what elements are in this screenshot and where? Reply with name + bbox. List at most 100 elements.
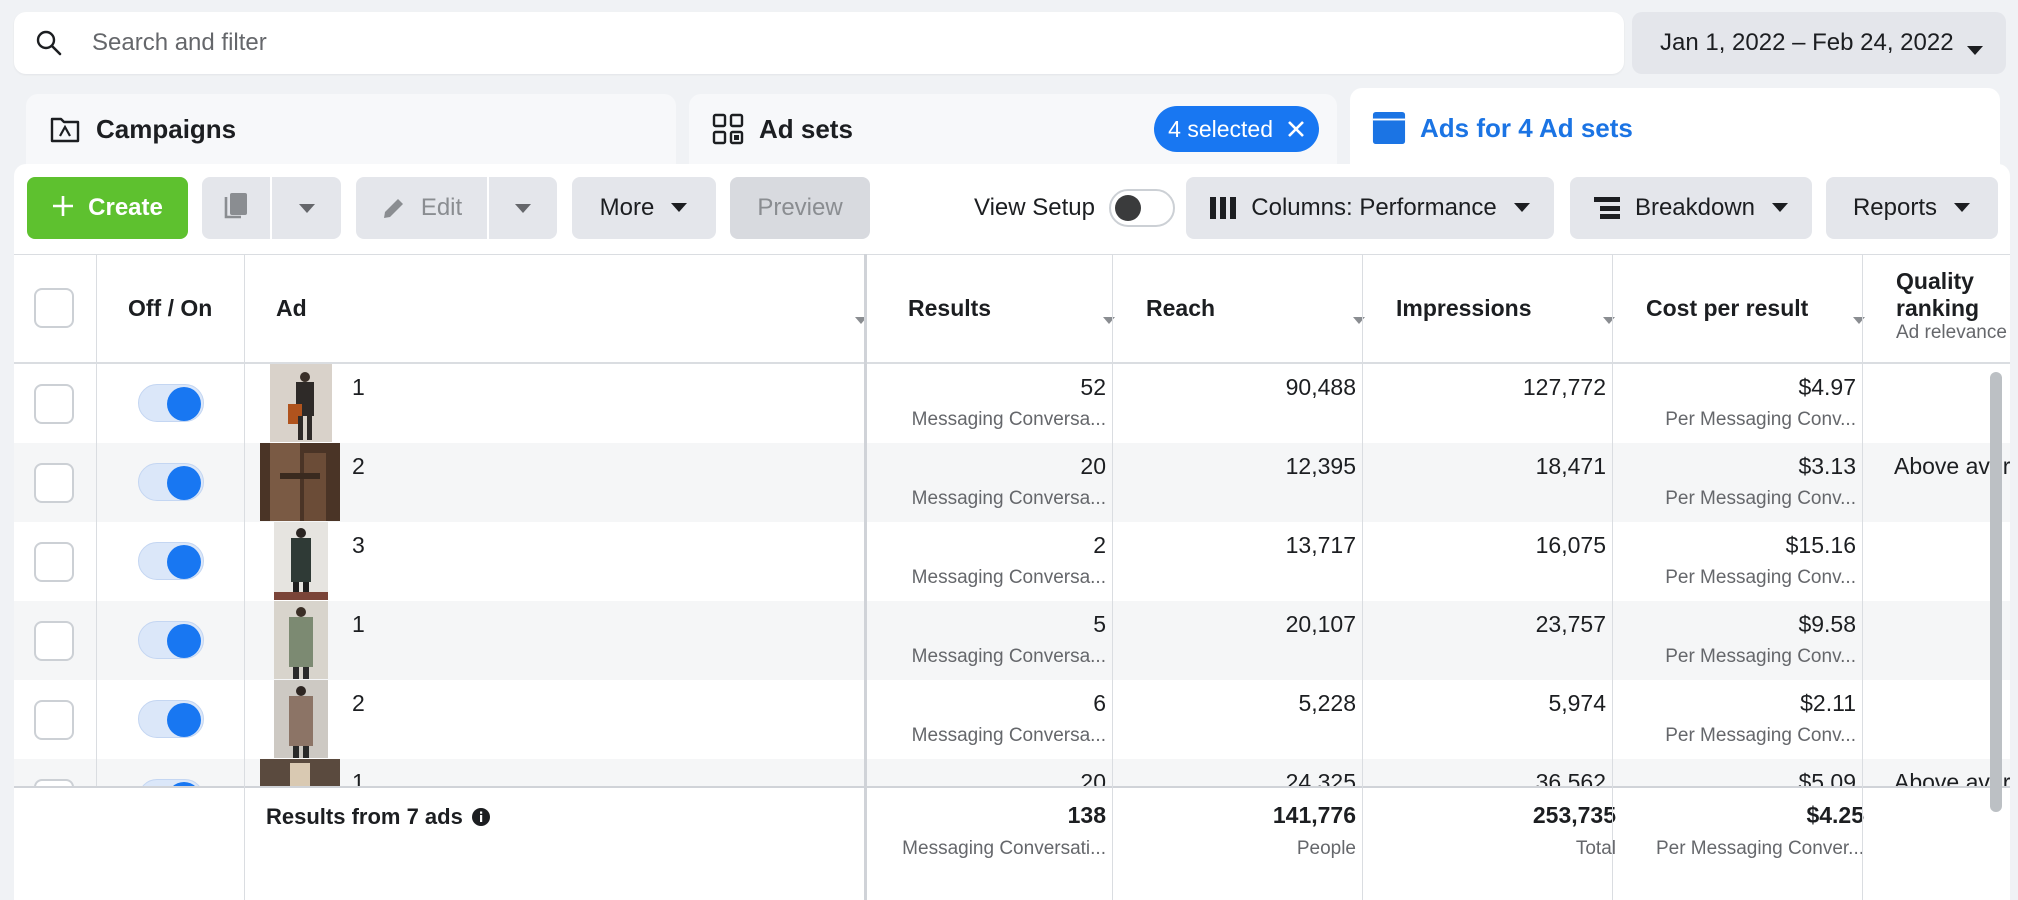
view-setup[interactable]: View Setup xyxy=(974,177,1175,239)
ad-thumbnail[interactable] xyxy=(274,680,328,758)
chevron-down-icon xyxy=(1966,36,1984,64)
selected-pill[interactable]: 4 selected xyxy=(1154,106,1319,152)
more-label: More xyxy=(599,194,655,221)
chevron-down-icon xyxy=(1513,202,1531,214)
column-divider xyxy=(1862,254,1863,900)
header-ad-label: Ad xyxy=(276,294,307,321)
reach-value: 13,717 xyxy=(1285,532,1356,558)
table-row[interactable]: 1 52 Messaging Conversa... 90,488 127,77… xyxy=(14,364,2010,443)
header-quality-sub: Ad relevance ... xyxy=(1896,322,2010,343)
cost-sub: Per Messaging Conv... xyxy=(1665,488,1856,509)
ad-thumbnail[interactable] xyxy=(270,364,332,442)
impressions-value: 127,772 xyxy=(1522,374,1606,400)
breakdown-button[interactable]: Breakdown xyxy=(1570,177,1812,239)
edit-dropdown-button[interactable] xyxy=(489,177,557,239)
cost-value: $9.58 xyxy=(1798,611,1856,637)
header-bottom-border xyxy=(14,362,2010,364)
ads-table: Off / On Ad Results Reach Impressions Co… xyxy=(14,254,2010,900)
row-toggle[interactable] xyxy=(138,384,204,422)
tab-ads[interactable]: Ads for 4 Ad sets xyxy=(1350,88,2000,168)
ad-name[interactable]: 2 xyxy=(352,690,365,716)
summary-cost-sub: Per Messaging Conver... xyxy=(1655,838,1864,859)
ad-name[interactable]: 2 xyxy=(352,453,365,479)
duplicate-dropdown-button[interactable] xyxy=(272,177,341,239)
cost-value: $3.13 xyxy=(1798,453,1856,479)
search-bar[interactable] xyxy=(14,12,1624,74)
tab-adsets[interactable]: Ad sets 4 selected xyxy=(689,94,1337,164)
columns-button[interactable]: Columns: Performance xyxy=(1186,177,1554,239)
chevron-down-icon xyxy=(670,202,688,214)
row-checkbox[interactable] xyxy=(34,542,74,582)
ad-thumbnail[interactable] xyxy=(260,443,340,521)
row-toggle[interactable] xyxy=(138,463,204,501)
table-row[interactable]: 1 5 Messaging Conversa... 20,107 23,757 … xyxy=(14,601,2010,680)
reach-value: 20,107 xyxy=(1285,611,1356,637)
table-scrollbar[interactable] xyxy=(1990,372,2002,812)
reports-label: Reports xyxy=(1852,194,1938,221)
date-range-button[interactable]: Jan 1, 2022 – Feb 24, 2022 xyxy=(1632,12,2006,74)
row-toggle[interactable] xyxy=(138,621,204,659)
ad-name[interactable]: 1 xyxy=(352,374,365,400)
results-value: 2 xyxy=(1093,532,1106,558)
reach-value: 90,488 xyxy=(1285,374,1356,400)
results-value: 5 xyxy=(1093,611,1106,637)
results-sub: Messaging Conversa... xyxy=(911,646,1106,667)
more-button[interactable]: More xyxy=(572,177,716,239)
preview-button[interactable]: Preview xyxy=(730,177,870,239)
reports-button[interactable]: Reports xyxy=(1826,177,1998,239)
table-row[interactable]: 2 20 Messaging Conversa... 12,395 18,471… xyxy=(14,443,2010,522)
pencil-icon xyxy=(381,195,407,221)
summary-impressions-sub: Total xyxy=(1575,838,1616,859)
create-label: Create xyxy=(88,194,163,221)
table-row[interactable]: 3 2 Messaging Conversa... 13,717 16,075 … xyxy=(14,522,2010,601)
row-checkbox[interactable] xyxy=(34,700,74,740)
tab-campaigns-label: Campaigns xyxy=(96,113,237,144)
column-divider xyxy=(244,254,245,900)
create-button[interactable]: Create xyxy=(27,177,188,239)
table-top-border xyxy=(14,254,2010,255)
adsets-grid-icon xyxy=(711,112,745,146)
duplicate-icon xyxy=(221,190,251,227)
info-icon[interactable] xyxy=(471,807,491,827)
column-divider xyxy=(96,254,97,786)
column-divider xyxy=(864,254,867,900)
header-quality-ranking[interactable]: Quality ranking Ad relevance ... xyxy=(1878,254,2010,362)
ad-name[interactable]: 3 xyxy=(352,532,365,558)
summary-reach: 141,776 xyxy=(1272,802,1356,828)
row-checkbox[interactable] xyxy=(34,463,74,503)
ads-window-icon xyxy=(1372,111,1406,145)
header-off-on[interactable]: Off / On xyxy=(114,254,254,362)
cost-sub: Per Messaging Conv... xyxy=(1665,409,1856,430)
edit-button[interactable]: Edit xyxy=(356,177,487,239)
row-checkbox[interactable] xyxy=(34,621,74,661)
cost-sub: Per Messaging Conv... xyxy=(1665,567,1856,588)
header-reach[interactable]: Reach xyxy=(1128,254,1376,362)
header-impressions[interactable]: Impressions xyxy=(1378,254,1626,362)
ad-name[interactable]: 1 xyxy=(352,611,365,637)
header-cost-per-result[interactable]: Cost per result xyxy=(1628,254,1876,362)
results-value: 52 xyxy=(1080,374,1106,400)
header-reach-label: Reach xyxy=(1146,294,1216,321)
row-toggle[interactable] xyxy=(138,700,204,738)
duplicate-button[interactable] xyxy=(202,177,270,239)
header-results[interactable]: Results xyxy=(880,254,1126,362)
table-row[interactable]: 2 6 Messaging Conversa... 5,228 5,974 $2… xyxy=(14,680,2010,759)
ad-thumbnail[interactable] xyxy=(274,522,328,600)
search-input[interactable] xyxy=(90,28,1490,58)
preview-label: Preview xyxy=(757,194,843,221)
chevron-down-icon xyxy=(1352,304,1366,331)
row-toggle[interactable] xyxy=(138,542,204,580)
results-value: 20 xyxy=(1080,453,1106,479)
header-ad[interactable]: Ad xyxy=(260,254,878,362)
tab-campaigns[interactable]: Campaigns xyxy=(26,94,676,164)
date-range-label: Jan 1, 2022 – Feb 24, 2022 xyxy=(1660,29,1954,56)
view-setup-toggle[interactable] xyxy=(1108,189,1175,227)
campaign-folder-icon xyxy=(48,112,82,146)
close-icon[interactable] xyxy=(1287,120,1305,138)
ad-thumbnail[interactable] xyxy=(274,601,328,679)
row-checkbox[interactable] xyxy=(34,384,74,424)
chevron-down-icon xyxy=(1953,202,1971,214)
select-all-checkbox[interactable] xyxy=(34,288,74,328)
header-quality-label: Quality ranking xyxy=(1896,268,1980,321)
tab-adsets-label: Ad sets xyxy=(759,113,853,144)
